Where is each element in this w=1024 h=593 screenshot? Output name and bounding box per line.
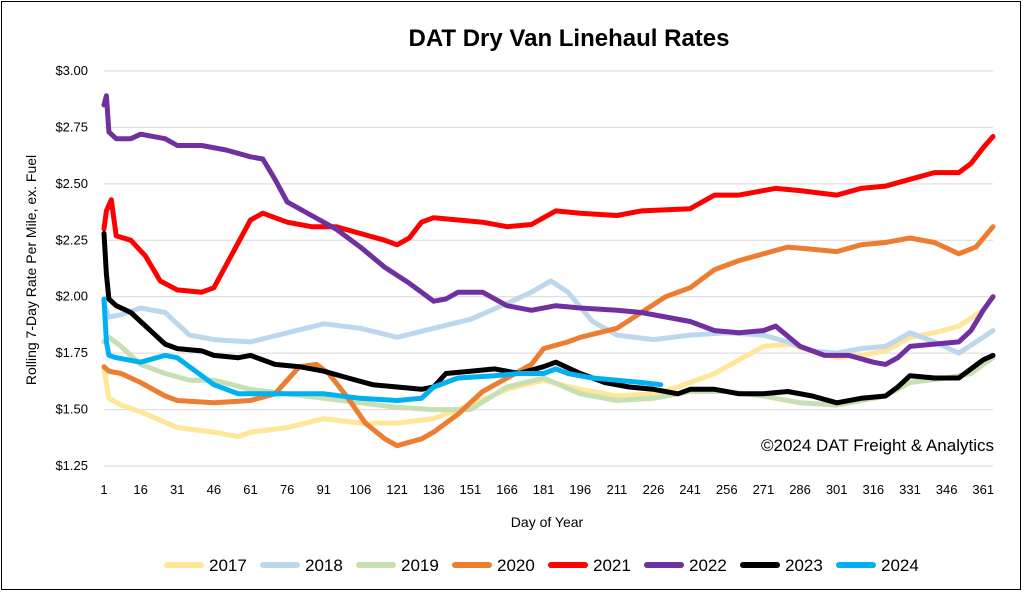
legend-label-2023: 2023 — [785, 556, 823, 575]
y-tick-label: $1.50 — [55, 402, 88, 417]
x-tick-label: 121 — [386, 482, 408, 497]
x-tick-label: 136 — [423, 482, 445, 497]
series-line-2022 — [101, 93, 996, 367]
x-axis-title: Day of Year — [511, 514, 584, 530]
series-line-2024 — [101, 296, 664, 403]
series-lines — [101, 93, 996, 449]
x-tick-label: 241 — [679, 482, 701, 497]
gridlines — [104, 70, 993, 411]
legend-label-2022: 2022 — [689, 556, 727, 575]
copyright-annotation: ©2024 DAT Freight & Analytics — [761, 436, 994, 455]
x-tick-label: 46 — [207, 482, 221, 497]
y-tick-label: $2.75 — [55, 119, 88, 134]
series-line-2020 — [101, 224, 996, 449]
x-tick-label: 1 — [100, 482, 107, 497]
x-tick-label: 256 — [716, 482, 738, 497]
y-tick-label: $3.00 — [55, 63, 88, 78]
x-tick-label: 286 — [789, 482, 811, 497]
y-tick-label: $1.75 — [55, 345, 88, 360]
x-tick-label: 31 — [170, 482, 184, 497]
series-line-2023 — [101, 231, 996, 406]
legend-label-2018: 2018 — [305, 556, 343, 575]
legend-label-2021: 2021 — [593, 556, 631, 575]
y-tick-label: $2.00 — [55, 289, 88, 304]
legend-label-2024: 2024 — [881, 556, 919, 575]
x-tick-label: 331 — [899, 482, 921, 497]
x-tick-label: 181 — [533, 482, 555, 497]
x-tick-label: 166 — [496, 482, 518, 497]
x-tick-label: 76 — [280, 482, 294, 497]
legend-label-2017: 2017 — [209, 556, 247, 575]
x-tick-label: 16 — [133, 482, 147, 497]
x-tick-label: 91 — [317, 482, 331, 497]
y-tick-label: $2.25 — [55, 232, 88, 247]
chart-title: DAT Dry Van Linehaul Rates — [409, 25, 730, 52]
legend: 2017 2018 2019 2020 2021 2022 2023 2024 — [164, 556, 919, 575]
x-tick-label: 226 — [643, 482, 665, 497]
x-axis-ticks: 1 16 31 46 61 76 91 106 121 136 151 166 181 196 211 226… — [100, 482, 994, 497]
series-line-2021 — [101, 134, 996, 295]
x-tick-label: 211 — [607, 482, 628, 497]
x-tick-label: 316 — [862, 482, 884, 497]
x-tick-label: 346 — [936, 482, 958, 497]
series-line-2018 — [101, 278, 996, 356]
legend-label-2020: 2020 — [497, 556, 535, 575]
y-axis-ticks: $3.00 $2.75 $2.50 $2.25 $2.00 $1.75 $1.50 $1.25 — [55, 63, 88, 473]
x-tick-label: 196 — [569, 482, 591, 497]
series-line-2017 — [101, 294, 996, 440]
x-tick-label: 106 — [350, 482, 372, 497]
y-tick-label: $1.25 — [55, 458, 88, 473]
x-tick-label: 361 — [972, 482, 994, 497]
x-tick-label: 151 — [459, 482, 481, 497]
legend-label-2019: 2019 — [401, 556, 439, 575]
y-tick-label: $2.50 — [55, 176, 88, 191]
x-tick-label: 61 — [243, 482, 257, 497]
y-axis-title: Rolling 7-Day Rate Per Mile, ex. Fuel — [23, 155, 39, 385]
x-tick-label: 271 — [753, 482, 775, 497]
x-tick-label: 301 — [826, 482, 848, 497]
